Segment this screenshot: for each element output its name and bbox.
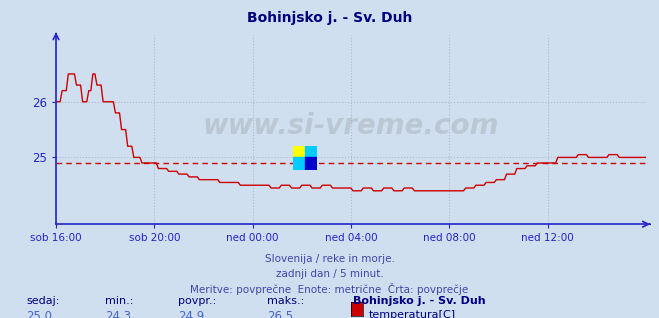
- Text: 26,5: 26,5: [267, 310, 293, 318]
- Text: temperatura[C]: temperatura[C]: [369, 310, 456, 318]
- Text: Bohinjsko j. - Sv. Duh: Bohinjsko j. - Sv. Duh: [353, 296, 485, 306]
- Text: www.si-vreme.com: www.si-vreme.com: [203, 112, 499, 140]
- Text: sedaj:: sedaj:: [26, 296, 60, 306]
- Text: 25,0: 25,0: [26, 310, 52, 318]
- Text: 24,3: 24,3: [105, 310, 132, 318]
- Text: min.:: min.:: [105, 296, 134, 306]
- Text: 24,9: 24,9: [178, 310, 204, 318]
- Text: Slovenija / reke in morje.: Slovenija / reke in morje.: [264, 254, 395, 264]
- Text: Bohinjsko j. - Sv. Duh: Bohinjsko j. - Sv. Duh: [247, 11, 412, 25]
- Text: zadnji dan / 5 minut.: zadnji dan / 5 minut.: [275, 269, 384, 279]
- Text: povpr.:: povpr.:: [178, 296, 216, 306]
- Text: Meritve: povprečne  Enote: metrične  Črta: povprečje: Meritve: povprečne Enote: metrične Črta:…: [190, 283, 469, 295]
- Text: maks.:: maks.:: [267, 296, 304, 306]
